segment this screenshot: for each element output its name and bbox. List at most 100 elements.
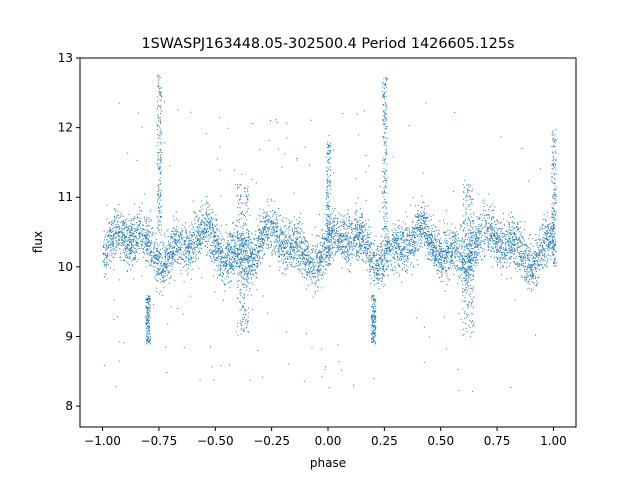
- data-point: [405, 223, 407, 225]
- data-point: [502, 241, 504, 243]
- data-point: [416, 244, 418, 246]
- data-point: [513, 244, 515, 246]
- data-point: [377, 272, 379, 274]
- data-point: [430, 260, 432, 262]
- data-point: [541, 239, 543, 241]
- data-point: [326, 256, 328, 258]
- data-point: [205, 225, 207, 227]
- data-point: [261, 256, 263, 258]
- data-point: [290, 246, 292, 248]
- data-point: [256, 247, 258, 249]
- data-point: [356, 227, 358, 229]
- data-point: [144, 253, 146, 255]
- data-point: [229, 244, 231, 246]
- data-point: [409, 252, 411, 254]
- data-point: [513, 257, 515, 259]
- data-point: [278, 249, 280, 251]
- data-point: [205, 240, 207, 242]
- data-point: [243, 278, 245, 280]
- data-point: [547, 232, 549, 234]
- data-point: [255, 249, 257, 251]
- data-point: [353, 239, 355, 241]
- data-point: [203, 221, 205, 223]
- data-point: [471, 258, 473, 260]
- data-point: [545, 265, 547, 267]
- data-point: [105, 257, 107, 259]
- data-point: [288, 261, 290, 263]
- data-point: [241, 248, 243, 250]
- data-point: [249, 268, 251, 270]
- data-point: [464, 289, 466, 291]
- data-point: [505, 247, 507, 249]
- data-point: [518, 237, 520, 239]
- data-point: [509, 246, 511, 248]
- data-point: [368, 246, 370, 248]
- data-point: [321, 254, 323, 256]
- data-point: [178, 263, 180, 265]
- data-point: [429, 242, 431, 244]
- data-point: [301, 241, 303, 243]
- data-point: [541, 263, 543, 265]
- data-point: [380, 252, 382, 254]
- data-point: [134, 216, 136, 218]
- data-point: [440, 242, 442, 244]
- data-point: [362, 235, 364, 237]
- data-point: [239, 264, 241, 266]
- data-point: [243, 251, 245, 253]
- data-point: [240, 264, 242, 266]
- data-point: [519, 240, 521, 242]
- data-point: [120, 212, 122, 214]
- data-point: [169, 278, 171, 280]
- data-point: [118, 239, 120, 241]
- data-point: [455, 237, 457, 239]
- data-point: [314, 277, 316, 279]
- data-point: [256, 253, 258, 255]
- data-point: [203, 238, 205, 240]
- data-point: [478, 252, 480, 254]
- data-point: [297, 250, 299, 252]
- data-point: [311, 273, 313, 275]
- data-point: [497, 220, 499, 222]
- data-point: [131, 265, 133, 267]
- data-point: [528, 267, 530, 269]
- data-point: [167, 255, 169, 257]
- data-point: [271, 255, 273, 257]
- data-point: [283, 255, 285, 257]
- data-point: [326, 235, 328, 237]
- data-point: [196, 235, 198, 237]
- data-point: [431, 230, 433, 232]
- data-point: [395, 237, 397, 239]
- data-point: [252, 274, 254, 276]
- data-point: [500, 240, 502, 242]
- data-point: [291, 247, 293, 249]
- data-point: [262, 227, 264, 229]
- data-point: [312, 261, 314, 263]
- data-point: [181, 231, 183, 233]
- data-point: [384, 254, 386, 256]
- data-point: [321, 348, 323, 350]
- data-point: [187, 246, 189, 248]
- data-point: [352, 241, 354, 243]
- data-point: [530, 271, 532, 273]
- data-point: [138, 233, 140, 235]
- data-point: [138, 225, 140, 227]
- data-point: [475, 233, 477, 235]
- data-point: [226, 264, 228, 266]
- data-point: [539, 264, 541, 266]
- data-point: [275, 242, 277, 244]
- data-point: [143, 256, 145, 258]
- data-point: [389, 240, 391, 242]
- data-point: [273, 226, 275, 228]
- data-point: [341, 248, 343, 250]
- data-point: [448, 247, 450, 249]
- data-point: [329, 262, 331, 264]
- data-point: [337, 220, 339, 222]
- data-point: [252, 263, 254, 265]
- data-point: [309, 256, 311, 258]
- data-point: [108, 241, 110, 243]
- data-point: [536, 268, 538, 270]
- data-point: [105, 267, 107, 269]
- data-point: [118, 239, 120, 241]
- data-point: [157, 254, 159, 256]
- data-point: [229, 267, 231, 269]
